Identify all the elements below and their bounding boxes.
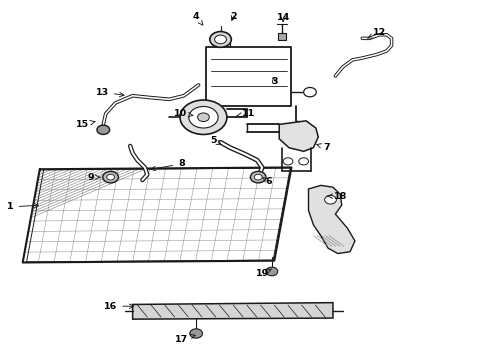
- Text: 14: 14: [276, 13, 290, 22]
- Circle shape: [250, 171, 266, 183]
- Polygon shape: [23, 167, 292, 262]
- Circle shape: [304, 87, 317, 97]
- Text: 8: 8: [151, 159, 185, 171]
- Text: 10: 10: [174, 109, 193, 118]
- Circle shape: [197, 113, 209, 122]
- Circle shape: [325, 195, 336, 204]
- Text: 2: 2: [230, 12, 237, 21]
- Polygon shape: [309, 185, 355, 253]
- Text: 16: 16: [104, 302, 134, 311]
- Text: 13: 13: [96, 87, 124, 97]
- Text: 17: 17: [175, 334, 195, 344]
- Text: 18: 18: [328, 192, 347, 201]
- Circle shape: [190, 329, 202, 338]
- Circle shape: [103, 171, 119, 183]
- Polygon shape: [279, 121, 318, 151]
- Circle shape: [215, 35, 226, 44]
- Circle shape: [254, 174, 262, 180]
- Circle shape: [107, 174, 115, 180]
- Text: 5: 5: [210, 136, 222, 145]
- Text: 4: 4: [193, 12, 203, 25]
- Text: 9: 9: [88, 173, 100, 182]
- Text: 11: 11: [237, 109, 255, 118]
- Circle shape: [97, 125, 110, 134]
- Bar: [278, 33, 286, 40]
- Text: 1: 1: [7, 202, 38, 211]
- Text: 19: 19: [255, 269, 271, 278]
- Circle shape: [283, 158, 293, 165]
- Text: 3: 3: [271, 77, 277, 86]
- Polygon shape: [133, 303, 333, 319]
- Text: 7: 7: [317, 143, 330, 152]
- Text: 15: 15: [76, 120, 95, 129]
- Circle shape: [180, 100, 227, 134]
- Circle shape: [299, 158, 309, 165]
- Text: 6: 6: [262, 177, 272, 186]
- Circle shape: [210, 32, 231, 47]
- Circle shape: [266, 267, 278, 276]
- Text: 12: 12: [368, 28, 386, 38]
- Circle shape: [189, 107, 218, 128]
